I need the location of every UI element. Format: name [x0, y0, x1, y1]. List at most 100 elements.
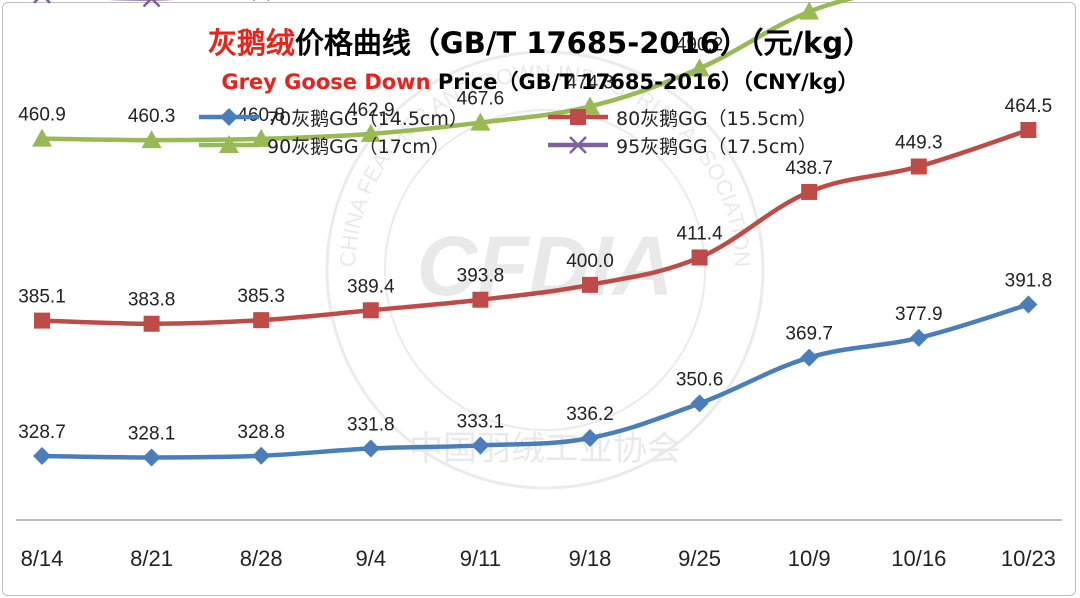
chart-subtitle-highlight: Grey Goose Down: [221, 70, 431, 94]
data-label: 333.1: [457, 411, 505, 432]
x-tick-label: 9/18: [569, 546, 612, 571]
data-label: 393.8: [457, 266, 505, 287]
data-label: 462.9: [347, 100, 395, 121]
data-label: 385.1: [18, 287, 66, 308]
series-1: 328.7 328.1 328.8 331.8 333.1 336.2 350.6 369.7…: [18, 271, 1052, 467]
data-label: 490.2: [676, 34, 724, 55]
data-point: [472, 291, 489, 308]
series-3: 460.9460.3460.8462.9467.6474.3490.2513.8…: [18, 0, 855, 149]
data-label: 474.3: [566, 72, 614, 93]
data-label: 328.7: [18, 422, 66, 443]
data-label: 400.0: [566, 251, 614, 272]
x-tick-label: 9/25: [678, 546, 721, 571]
x-tick-label: 9/11: [460, 546, 501, 571]
data-point: [582, 276, 598, 293]
data-point: [143, 315, 160, 332]
watermark-cn-text: 中国羽绒工业协会: [409, 429, 681, 469]
series-line: [41, 302, 1030, 460]
data-label: 460.9: [18, 105, 66, 126]
watermark-outer-ring: [325, 50, 765, 490]
series-line: [41, 127, 1030, 326]
data-label: 385.3: [237, 286, 285, 307]
data-point: [33, 0, 51, 4]
data-point: [581, 428, 599, 447]
watermark-logo: CFDIA: [417, 219, 674, 313]
series-2: 385.1 383.8 385.3 389.4 393.8 400.0 411.4 438.7…: [18, 96, 1052, 332]
plot-area: 8/14 8/21 8/28 9/4 9/11 9/18 9/25 10/9 10/16 10/2…: [18, 0, 1056, 571]
data-point: [32, 128, 52, 147]
legend-marker: [220, 108, 238, 126]
legend-swatch: [548, 109, 608, 125]
legend-label: 90灰鹅GG（17cm）: [267, 135, 450, 158]
data-label: 389.4: [347, 276, 395, 297]
data-label: 331.8: [347, 415, 395, 436]
legend-swatch: [548, 136, 608, 154]
data-label: 391.8: [1005, 271, 1053, 292]
watermark-inner-ring: [384, 109, 706, 431]
data-point: [801, 183, 818, 200]
x-tick-label: 10/16: [891, 546, 946, 571]
data-point: [800, 348, 819, 367]
data-point: [142, 448, 161, 467]
legend-item: 90灰鹅GG（17cm）: [197, 132, 450, 158]
x-tick-label: 10/23: [1001, 546, 1056, 571]
data-label: 350.6: [676, 369, 724, 390]
x-tick-label: 10/9: [788, 546, 831, 571]
legend-item: 80灰鹅GG（15.5cm）: [546, 104, 817, 130]
data-label: 369.7: [785, 324, 833, 345]
data-point: [1020, 122, 1037, 139]
series-4: 520.8519.3521.9524.2525.6530.1550.1575.4…: [33, 0, 270, 8]
legend-label: 70灰鹅GG（14.5cm）: [267, 107, 468, 130]
x-tick-label: 8/21: [130, 546, 173, 571]
data-point: [142, 0, 161, 8]
data-point: [141, 130, 162, 149]
data-label: 411.4: [677, 223, 724, 244]
legend-marker: [570, 109, 586, 125]
data-point: [471, 436, 490, 455]
legend-swatch: [199, 135, 259, 153]
data-label: 464.5: [1005, 96, 1053, 117]
data-point: [689, 58, 710, 77]
data-point: [34, 312, 50, 329]
data-label: 336.2: [566, 404, 614, 425]
data-label: 460.3: [128, 106, 176, 127]
data-point: [253, 312, 270, 329]
data-label: 467.6: [457, 89, 505, 110]
data-label: 449.3: [895, 132, 943, 153]
legend-item: 70灰鹅GG（14.5cm）: [197, 104, 468, 130]
legend-item: 95灰鹅GG（17.5cm）: [546, 132, 817, 158]
legend-marker: [219, 135, 239, 153]
data-point: [361, 439, 380, 458]
data-point: [799, 1, 820, 20]
chart-title-highlight: 灰鹅绒: [207, 26, 295, 60]
data-point: [251, 128, 272, 147]
data-label: 328.8: [237, 422, 285, 443]
legend-label: 95灰鹅GG（17.5cm）: [616, 135, 817, 158]
data-point: [252, 446, 271, 465]
data-label: 328.1: [128, 423, 176, 444]
chart-title: 灰鹅绒价格曲线（GB/T 17685-2016）（元/kg）: [0, 20, 1080, 62]
data-point: [1019, 295, 1038, 314]
x-tick-label: 8/14: [21, 546, 64, 571]
legend-marker: [569, 136, 587, 154]
data-point: [362, 302, 379, 319]
data-point: [33, 447, 51, 465]
data-label: 460.8: [237, 105, 285, 126]
x-tick-label: 9/4: [356, 546, 387, 571]
data-point: [910, 158, 927, 175]
chart-title-rest: 价格曲线（GB/T 17685-2016）（元/kg）: [294, 26, 873, 60]
x-tick-label: 8/28: [240, 546, 283, 571]
series-line: [41, 0, 855, 143]
legend-swatch: [199, 108, 259, 126]
chart-subtitle-rest: Price（GB/T 17685-2016）（CNY/kg）: [430, 70, 859, 94]
data-point: [691, 249, 708, 266]
data-point: [909, 328, 928, 347]
data-point: [470, 112, 491, 131]
chart-subtitle: Grey Goose Down Price（GB/T 17685-2016）（C…: [0, 66, 1080, 96]
data-point: [360, 123, 381, 142]
data-label: 377.9: [895, 304, 943, 325]
data-point: [690, 394, 709, 413]
legend-label: 80灰鹅GG（15.5cm）: [616, 107, 817, 130]
